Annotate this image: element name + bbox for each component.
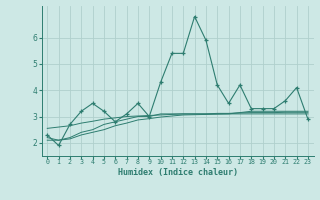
X-axis label: Humidex (Indice chaleur): Humidex (Indice chaleur) xyxy=(118,168,237,177)
